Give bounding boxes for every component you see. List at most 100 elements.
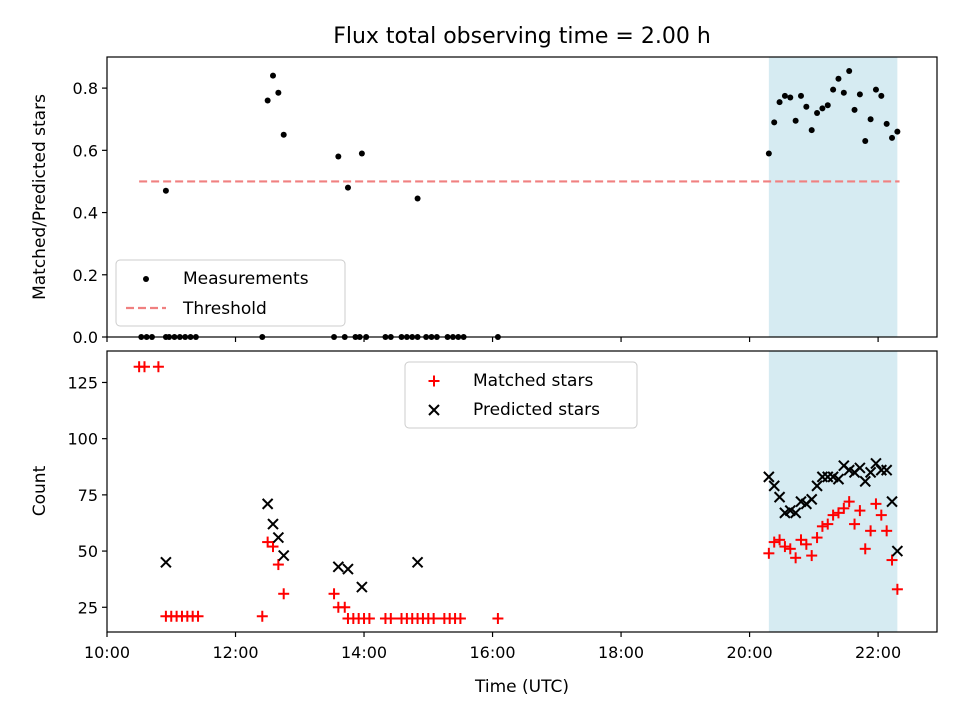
y-tick-label: 100	[67, 430, 98, 449]
data-point	[803, 103, 810, 110]
data-point	[894, 128, 901, 135]
data-point	[867, 116, 874, 123]
data-point	[275, 89, 282, 96]
axes-frame	[106, 56, 938, 338]
data-point	[267, 541, 279, 553]
x-tick-label: 14:00	[341, 643, 387, 662]
data-point	[138, 361, 150, 373]
data-point	[339, 601, 351, 613]
data-point	[816, 520, 828, 532]
data-point	[264, 97, 271, 104]
data-point	[808, 127, 815, 134]
legend-box	[115, 259, 346, 327]
data-point	[278, 549, 290, 562]
top-panel: 0.0 0.2 0.4 0.6 0.8 Matched/Predicted stars Me…	[30, 56, 938, 347]
x-axis-label: Time (UTC)	[474, 677, 569, 697]
data-point	[270, 72, 276, 79]
data-point	[256, 610, 268, 622]
data-point	[272, 531, 285, 544]
series-matched-stars	[133, 361, 903, 625]
y-axis-label: Matched/Predicted stars	[30, 94, 50, 300]
data-point	[870, 498, 882, 510]
bottom-panel: 25 50 75 100 125 10:00 12:00 14:00 16:00 18:00 20:…	[30, 350, 938, 697]
data-point	[840, 89, 847, 96]
data-point	[881, 525, 893, 537]
data-point	[771, 119, 778, 126]
data-point	[278, 588, 290, 600]
data-point	[878, 92, 885, 99]
data-point	[765, 150, 772, 157]
data-point	[830, 86, 837, 93]
y-tick-label: 0.2	[73, 266, 98, 285]
data-point	[859, 475, 871, 488]
data-point	[864, 466, 877, 479]
data-point	[428, 613, 440, 625]
y-tick-label: 125	[67, 373, 98, 392]
y-tick-label: 0.0	[73, 328, 98, 347]
data-point	[822, 518, 834, 530]
data-point	[267, 518, 279, 530]
data-point	[824, 102, 831, 109]
y-axis-label: Count	[30, 465, 50, 516]
data-point	[787, 94, 794, 101]
data-point	[784, 543, 796, 555]
data-point	[800, 538, 812, 550]
data-point	[792, 117, 799, 124]
data-point	[846, 68, 853, 74]
data-point	[865, 525, 877, 537]
data-point	[819, 105, 826, 112]
x-tick-label: 18:00	[598, 643, 644, 662]
x-tick-label: 10:00	[84, 643, 130, 662]
data-point	[859, 543, 871, 555]
data-point	[790, 552, 802, 564]
data-point	[849, 518, 861, 530]
data-point	[827, 509, 839, 521]
data-point	[797, 92, 804, 99]
highlight-span	[768, 351, 898, 632]
data-point	[779, 541, 791, 553]
y-tick-label: 25	[78, 598, 98, 617]
data-point	[272, 559, 284, 571]
data-point	[886, 554, 898, 566]
data-point	[160, 556, 172, 569]
data-point	[358, 150, 365, 157]
data-point	[763, 471, 775, 483]
data-point	[411, 556, 424, 569]
data-point	[454, 613, 466, 625]
data-point	[880, 464, 893, 476]
data-point	[492, 613, 504, 625]
data-point	[835, 75, 842, 82]
legend-box	[404, 361, 638, 429]
data-point	[832, 473, 845, 485]
data-point	[851, 106, 858, 113]
data-point	[854, 505, 866, 517]
y-tick-label: 0.8	[73, 79, 98, 98]
x-tick-label: 22:00	[855, 643, 901, 662]
data-point	[261, 498, 274, 510]
data-point	[789, 507, 802, 519]
data-point	[162, 187, 169, 194]
data-point	[806, 550, 818, 562]
data-point	[776, 99, 783, 106]
data-point	[886, 495, 898, 508]
legend-label: Threshold	[182, 299, 267, 319]
data-point	[280, 131, 287, 138]
data-point	[862, 138, 869, 144]
data-point	[344, 184, 351, 191]
series-predicted-stars	[160, 457, 904, 593]
x-tick-label: 12:00	[212, 643, 258, 662]
data-point	[763, 547, 775, 559]
data-point	[768, 480, 780, 492]
data-point	[838, 502, 850, 514]
data-point	[811, 480, 823, 492]
data-point	[385, 613, 397, 625]
data-point	[363, 613, 375, 625]
data-point	[805, 493, 818, 506]
data-point	[875, 509, 887, 521]
data-point	[773, 491, 786, 503]
legend-label: Predicted stars	[473, 400, 600, 420]
data-point	[814, 110, 821, 116]
data-point	[891, 583, 903, 595]
highlight-span	[768, 57, 898, 337]
